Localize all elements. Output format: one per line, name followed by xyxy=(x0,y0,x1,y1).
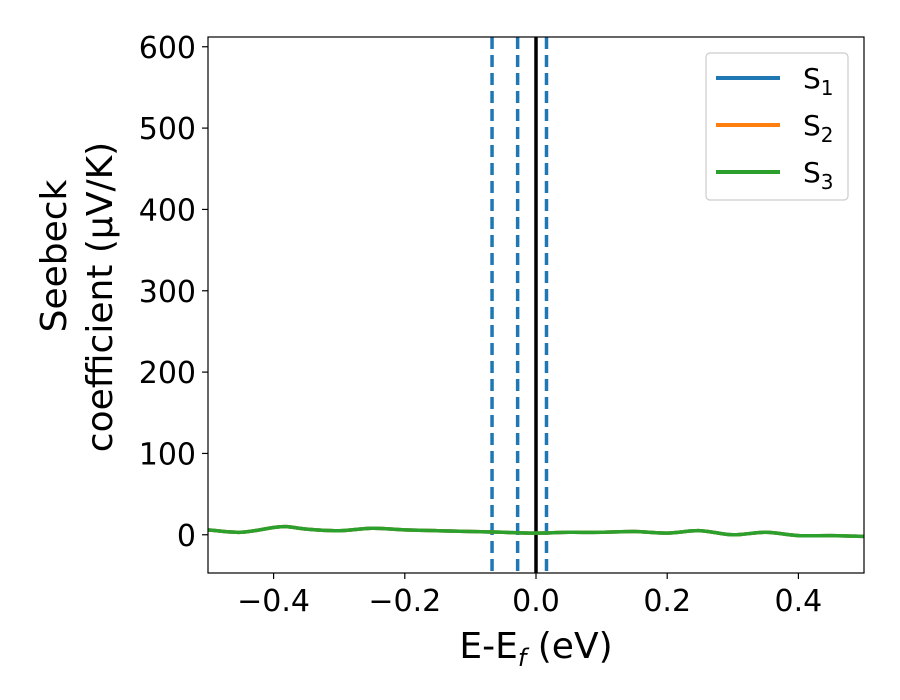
y-tick-label: 100 xyxy=(139,437,196,472)
x-axis-title: E-Ef (eV) xyxy=(459,626,612,672)
legend-label-3: S3 xyxy=(803,156,834,194)
y-tick-label: 0 xyxy=(177,519,196,554)
x-tick-label: −0.4 xyxy=(237,584,310,619)
y-axis-title-line2: coefficient (μV/K) xyxy=(80,142,121,452)
x-tick-label: 0.2 xyxy=(643,584,691,619)
y-tick-label: 500 xyxy=(139,112,196,147)
plot-content xyxy=(208,37,864,573)
x-tick-label: 0.0 xyxy=(512,584,560,619)
y-tick-label: 400 xyxy=(139,193,196,228)
y-tick-label: 300 xyxy=(139,275,196,310)
y-tick-label: 200 xyxy=(139,356,196,391)
series-line-S3 xyxy=(208,524,864,539)
legend-label-2: S2 xyxy=(803,109,834,147)
legend-label-1: S1 xyxy=(803,62,834,100)
legend: S1 S2 S3 xyxy=(705,52,849,201)
x-tick-label: −0.2 xyxy=(368,584,441,619)
x-axis-ticks: −0.4 −0.2 0.0 0.2 0.4 xyxy=(237,573,822,619)
y-tick-label: 600 xyxy=(139,31,196,66)
x-tick-label: 0.4 xyxy=(775,584,823,619)
y-axis-ticks: 0 100 200 300 400 500 600 xyxy=(139,31,208,554)
y-axis-title-line1: Seebeck xyxy=(34,179,75,332)
